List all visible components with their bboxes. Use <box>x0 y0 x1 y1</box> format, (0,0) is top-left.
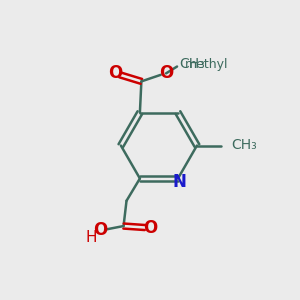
Text: O: O <box>159 64 173 82</box>
Text: O: O <box>93 221 107 239</box>
Text: CH₃: CH₃ <box>179 57 205 70</box>
Text: H: H <box>85 230 97 245</box>
Text: O: O <box>143 218 157 236</box>
Text: O: O <box>108 64 122 82</box>
Text: methyl: methyl <box>185 58 229 70</box>
Text: N: N <box>172 173 186 191</box>
Text: CH₃: CH₃ <box>231 138 257 152</box>
